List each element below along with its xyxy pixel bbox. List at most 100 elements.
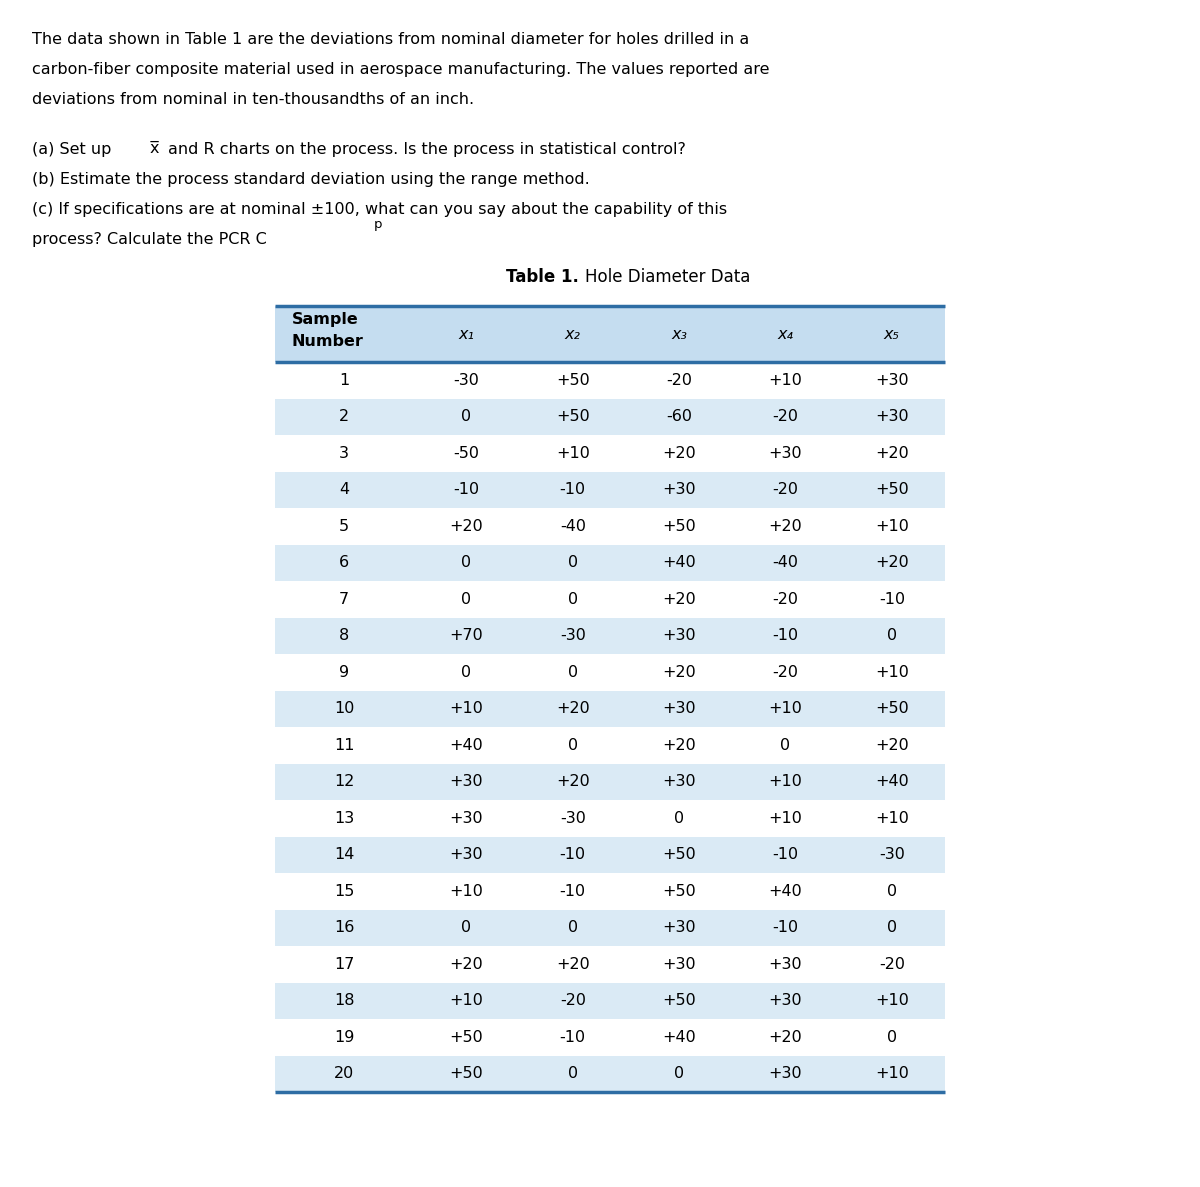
- Text: +10: +10: [875, 1066, 908, 1081]
- Text: -30: -30: [560, 811, 586, 826]
- Text: +50: +50: [662, 994, 696, 1008]
- Text: +20: +20: [450, 519, 484, 534]
- Text: 20: 20: [334, 1066, 354, 1081]
- Text: 15: 15: [334, 884, 354, 899]
- Bar: [275, 983, 946, 1018]
- Text: 8: 8: [340, 628, 349, 643]
- Text: +50: +50: [875, 702, 908, 716]
- Text: 0: 0: [568, 920, 578, 935]
- Text: 5: 5: [340, 519, 349, 534]
- Text: process? Calculate the PCR C: process? Calculate the PCR C: [32, 231, 266, 247]
- Text: +20: +20: [450, 957, 484, 972]
- Text: Hole Diameter Data: Hole Diameter Data: [586, 268, 750, 286]
- Text: (a) Set up: (a) Set up: [32, 142, 116, 157]
- Bar: [275, 508, 946, 545]
- Text: -20: -20: [773, 665, 798, 680]
- Text: +10: +10: [875, 665, 908, 680]
- Text: Number: Number: [292, 334, 364, 349]
- Text: +30: +30: [769, 1066, 803, 1081]
- Text: +30: +30: [662, 702, 696, 716]
- Text: +20: +20: [769, 1030, 803, 1045]
- Text: +40: +40: [450, 738, 484, 753]
- Text: +10: +10: [768, 774, 803, 789]
- Bar: [275, 691, 946, 726]
- Text: 12: 12: [334, 774, 354, 789]
- Text: +20: +20: [875, 738, 908, 753]
- Text: +30: +30: [662, 482, 696, 497]
- Bar: [275, 654, 946, 691]
- Text: x̅: x̅: [150, 141, 158, 155]
- Text: +50: +50: [875, 482, 908, 497]
- Bar: [275, 763, 946, 800]
- Text: -30: -30: [454, 373, 479, 388]
- Bar: [275, 726, 946, 763]
- Text: +20: +20: [662, 738, 696, 753]
- Text: +50: +50: [556, 410, 589, 424]
- Text: 13: 13: [334, 811, 354, 826]
- Text: 0: 0: [461, 665, 472, 680]
- Text: -20: -20: [559, 994, 586, 1008]
- Text: -10: -10: [559, 482, 586, 497]
- Text: -40: -40: [559, 519, 586, 534]
- Text: -40: -40: [773, 556, 798, 570]
- Text: 10: 10: [334, 702, 354, 716]
- Text: +50: +50: [450, 1030, 484, 1045]
- Text: +20: +20: [769, 519, 803, 534]
- Bar: [275, 1055, 946, 1092]
- Text: 0: 0: [461, 592, 472, 607]
- Text: 0: 0: [887, 920, 896, 935]
- Bar: [275, 837, 946, 872]
- Text: +20: +20: [875, 556, 908, 570]
- Text: 0: 0: [461, 410, 472, 424]
- Text: -10: -10: [773, 628, 798, 643]
- Text: 18: 18: [334, 994, 354, 1008]
- Text: +50: +50: [662, 519, 696, 534]
- Text: +50: +50: [556, 373, 589, 388]
- Text: -10: -10: [773, 848, 798, 862]
- Text: +10: +10: [875, 994, 908, 1008]
- Text: 0: 0: [568, 592, 578, 607]
- Text: -20: -20: [773, 410, 798, 424]
- Bar: [275, 545, 946, 580]
- Text: 1: 1: [340, 373, 349, 388]
- Text: +70: +70: [450, 628, 484, 643]
- Bar: [275, 580, 946, 617]
- Bar: [275, 872, 946, 909]
- Text: +10: +10: [450, 702, 484, 716]
- Text: 0: 0: [568, 556, 578, 570]
- Text: +30: +30: [662, 628, 696, 643]
- Text: +10: +10: [768, 702, 803, 716]
- Text: +30: +30: [875, 373, 908, 388]
- Text: +30: +30: [662, 774, 696, 789]
- Text: +50: +50: [662, 848, 696, 862]
- Text: 0: 0: [461, 920, 472, 935]
- Text: -10: -10: [559, 848, 586, 862]
- Text: 14: 14: [334, 848, 354, 862]
- Text: +20: +20: [556, 702, 589, 716]
- Bar: [275, 1018, 946, 1055]
- Bar: [275, 471, 946, 508]
- Text: 4: 4: [340, 482, 349, 497]
- Text: +10: +10: [450, 994, 484, 1008]
- Text: deviations from nominal in ten-thousandths of an inch.: deviations from nominal in ten-thousandt…: [32, 93, 474, 107]
- Text: Table 1.: Table 1.: [506, 268, 586, 286]
- Text: 11: 11: [334, 738, 354, 753]
- Text: +30: +30: [769, 446, 803, 461]
- Text: +10: +10: [556, 446, 589, 461]
- Text: +20: +20: [556, 774, 589, 789]
- Text: (b) Estimate the process standard deviation using the range method.: (b) Estimate the process standard deviat…: [32, 172, 589, 188]
- Text: -10: -10: [454, 482, 480, 497]
- Text: carbon-fiber composite material used in aerospace manufacturing. The values repo: carbon-fiber composite material used in …: [32, 62, 769, 77]
- Text: +40: +40: [769, 884, 803, 899]
- Bar: [275, 946, 946, 983]
- Text: +40: +40: [662, 1030, 696, 1045]
- Text: +50: +50: [450, 1066, 484, 1081]
- Text: -50: -50: [454, 446, 480, 461]
- Text: 0: 0: [674, 1066, 684, 1081]
- Text: 9: 9: [340, 665, 349, 680]
- Text: -10: -10: [773, 920, 798, 935]
- Text: 0: 0: [568, 665, 578, 680]
- Text: 19: 19: [334, 1030, 354, 1045]
- Text: 2: 2: [340, 410, 349, 424]
- Bar: [275, 362, 946, 399]
